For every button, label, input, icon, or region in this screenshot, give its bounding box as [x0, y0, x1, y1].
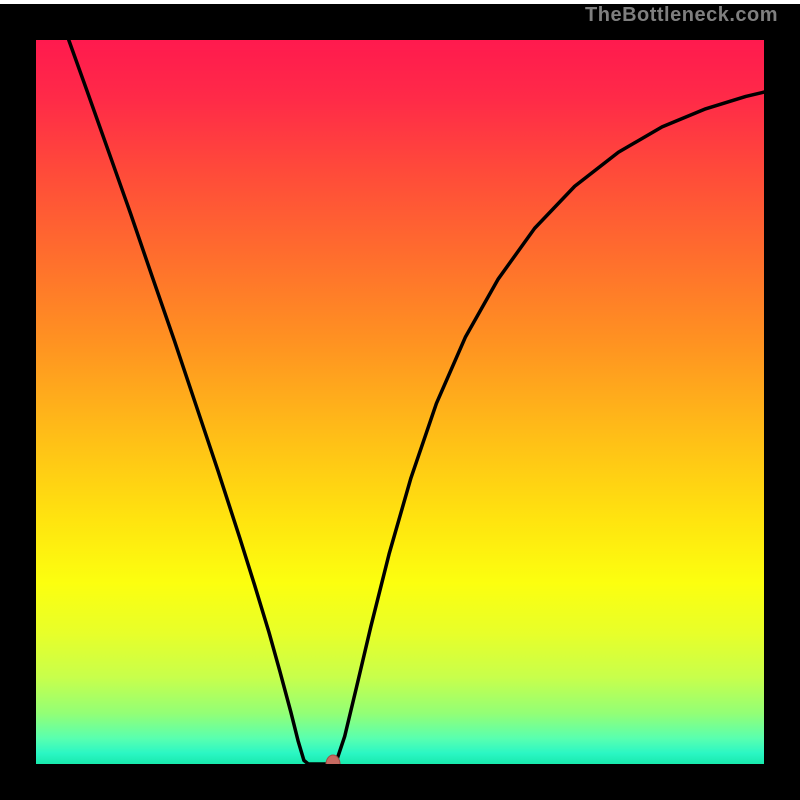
plot-background-gradient	[36, 40, 764, 764]
watermark-text: TheBottleneck.com	[585, 4, 778, 27]
bottleneck-chart	[0, 0, 800, 800]
